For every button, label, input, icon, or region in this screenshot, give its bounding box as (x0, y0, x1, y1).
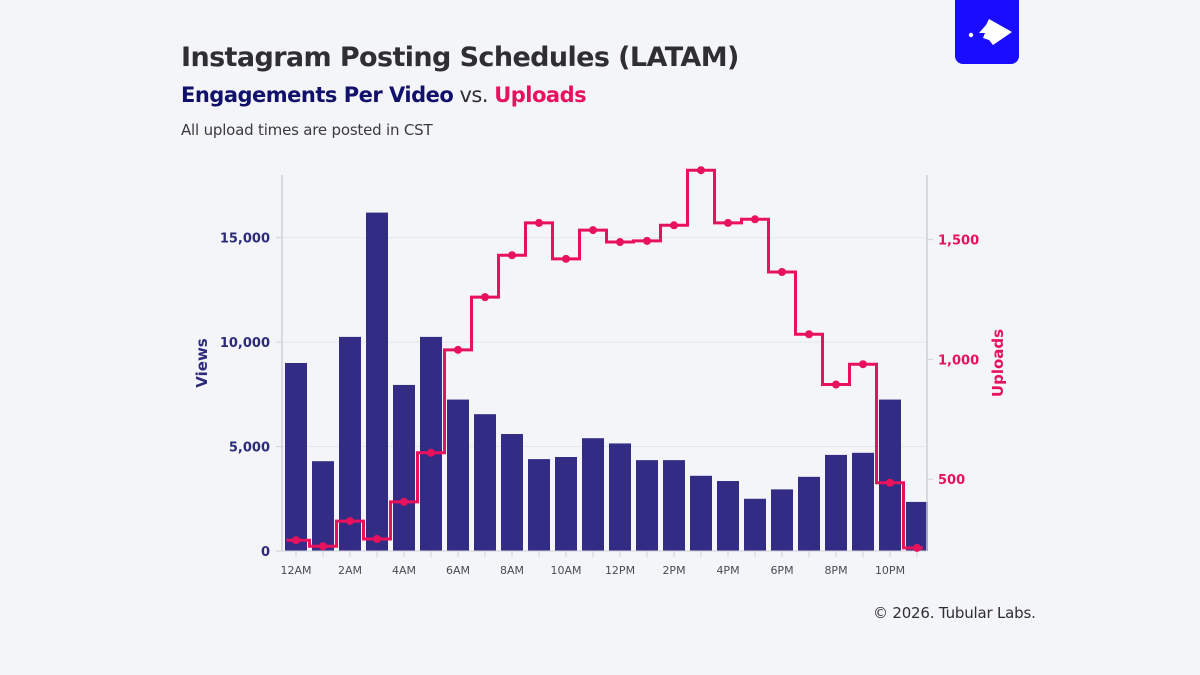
subtitle-uploads: Uploads (494, 83, 587, 107)
bar-2AM (339, 336, 361, 551)
upload-point-7PM (805, 330, 813, 339)
upload-point-8AM (508, 251, 516, 260)
upload-point-7AM (481, 293, 489, 302)
upload-point-4AM (400, 497, 408, 506)
tubular-logo (955, 0, 1019, 64)
upload-point-5AM (427, 448, 435, 457)
left-tick-label: 10,000 (220, 336, 270, 351)
x-tick-label: 4PM (716, 564, 739, 577)
bar-12AM (285, 363, 307, 551)
copyright-text: © 2026. Tubular Labs. (873, 604, 1036, 622)
x-tick-label: 8AM (500, 564, 524, 577)
bar-3AM (366, 212, 388, 551)
upload-point-9PM (859, 360, 867, 369)
upload-point-11AM (589, 226, 597, 235)
bar-7AM (474, 414, 496, 551)
subtitle-engagements: Engagements Per Video (181, 83, 454, 107)
tick-labels: 0 5,000 10,000 15,000 500 1,000 1,500 12AM 2AM 4A… (220, 232, 979, 577)
upload-point-10AM (562, 254, 570, 263)
x-tick-label: 2PM (662, 564, 685, 577)
x-tick-label: 4AM (392, 564, 416, 577)
x-tick-label: 8PM (824, 564, 847, 577)
right-tick-label: 1,500 (938, 234, 979, 249)
bar-1PM (636, 460, 658, 551)
bar-9PM (852, 452, 874, 551)
chart-subtitle: Engagements Per Video vs. Uploads (181, 83, 587, 107)
bar-10PM (879, 399, 901, 551)
right-axis-title: Uploads (989, 329, 1007, 397)
upload-point-9AM (535, 218, 543, 227)
subtitle-vs: vs. (453, 83, 495, 107)
bar-6PM (771, 489, 793, 551)
bar-5AM (420, 336, 442, 551)
upload-point-1PM (643, 236, 651, 245)
upload-point-3PM (697, 166, 705, 175)
x-tick-label: 6AM (446, 564, 470, 577)
bar-10AM (555, 457, 577, 551)
upload-point-6PM (778, 267, 786, 276)
bar-12PM (609, 443, 631, 551)
bar-8AM (501, 434, 523, 551)
bar-3PM (690, 475, 712, 551)
gridlines (282, 237, 927, 448)
bar-1AM (312, 461, 334, 551)
upload-point-11PM (913, 543, 921, 552)
bar-6AM (447, 399, 469, 551)
bar-4AM (393, 384, 415, 551)
left-tick-label: 0 (261, 545, 270, 560)
upload-point-12PM (616, 238, 624, 247)
upload-point-3AM (373, 535, 381, 544)
uploads-line (286, 166, 923, 552)
left-axis-title: Views (193, 338, 211, 388)
tubular-arrow-logo-icon (968, 19, 1012, 45)
x-tick-label: 2AM (338, 564, 362, 577)
upload-point-2AM (346, 517, 354, 526)
timezone-note: All upload times are posted in CST (181, 121, 433, 139)
left-tick-label: 5,000 (229, 441, 270, 456)
axes (276, 175, 933, 557)
left-tick-label: 15,000 (220, 232, 270, 247)
upload-point-1AM (319, 542, 327, 551)
bar-7PM (798, 476, 820, 551)
upload-point-2PM (670, 221, 678, 230)
upload-point-10PM (886, 478, 894, 487)
upload-point-5PM (751, 215, 759, 224)
bar-11PM (906, 501, 928, 551)
bar-2PM (663, 460, 685, 551)
x-tick-label: 12AM (280, 564, 311, 577)
upload-point-8PM (832, 380, 840, 389)
bar-8PM (825, 454, 847, 551)
bar-5PM (744, 498, 766, 551)
x-tick-label: 10PM (875, 564, 905, 577)
uploads-step-line (286, 168, 923, 550)
bar-4PM (717, 481, 739, 551)
right-tick-label: 1,000 (938, 353, 979, 368)
chart-title: Instagram Posting Schedules (LATAM) (181, 42, 739, 73)
bar-11AM (582, 438, 604, 551)
upload-point-6AM (454, 345, 462, 354)
x-tick-label: 6PM (770, 564, 793, 577)
upload-point-4PM (724, 218, 732, 227)
bar-9AM (528, 459, 550, 551)
x-tick-label: 12PM (605, 564, 635, 577)
right-tick-label: 500 (938, 473, 965, 488)
x-tick-label: 10AM (550, 564, 581, 577)
upload-point-12AM (292, 536, 300, 545)
views-bars (285, 212, 928, 551)
